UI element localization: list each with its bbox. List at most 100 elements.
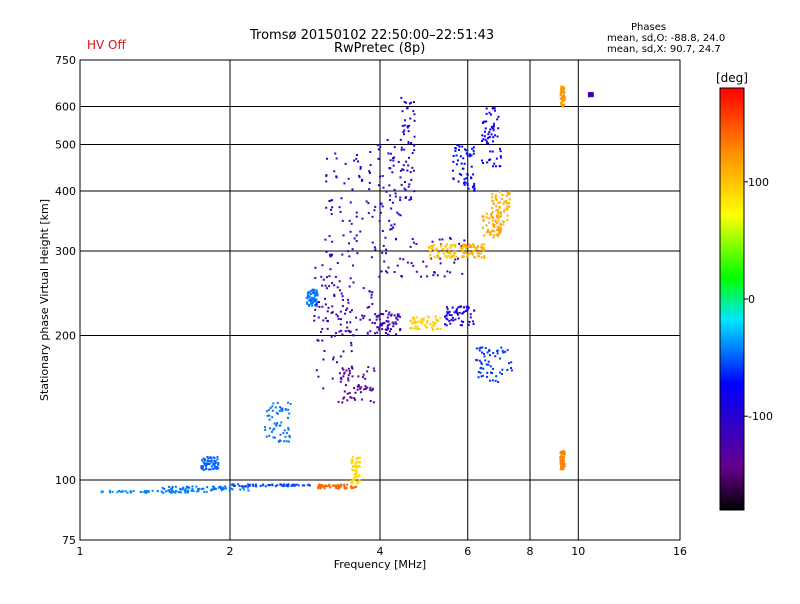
echo-point <box>472 146 475 149</box>
echo-point <box>319 330 322 333</box>
echo-point <box>491 379 494 382</box>
echo-point <box>319 484 322 487</box>
echo-point <box>411 152 414 155</box>
echo-point <box>346 392 349 395</box>
echo-point <box>312 300 315 303</box>
echo-point <box>356 457 359 460</box>
echo-point <box>453 311 456 314</box>
echo-point <box>415 243 418 246</box>
echo-point <box>482 215 485 218</box>
echo-point <box>287 401 290 404</box>
echo-point <box>348 372 351 375</box>
echo-point <box>369 151 372 154</box>
echo-point <box>408 124 411 127</box>
echo-point <box>348 242 351 245</box>
echo-point <box>333 293 336 296</box>
echo-point <box>317 375 320 378</box>
echo-point <box>321 264 324 267</box>
echo-point <box>407 130 410 133</box>
echo-point <box>451 306 454 309</box>
echo-point <box>433 271 436 274</box>
echo-point <box>394 192 397 195</box>
echo-point <box>433 249 436 252</box>
echo-point <box>488 159 491 162</box>
echo-point <box>393 188 396 191</box>
echo-point <box>146 490 149 493</box>
echo-point <box>378 328 381 331</box>
echo-point <box>495 157 498 160</box>
echo-point <box>409 245 412 248</box>
echo-point <box>466 308 469 311</box>
echo-point <box>329 486 332 489</box>
echo-point <box>283 429 286 432</box>
echo-point <box>436 274 439 277</box>
echo-point <box>404 181 407 184</box>
y-tick-label: 400 <box>55 185 76 198</box>
echo-point <box>349 396 352 399</box>
echo-point <box>285 484 288 487</box>
echo-point <box>237 483 240 486</box>
echo-point <box>559 462 562 465</box>
echo-point <box>560 451 563 454</box>
echo-point <box>501 193 504 196</box>
echo-point <box>445 314 448 317</box>
echo-point <box>506 214 509 217</box>
echo-point <box>335 361 338 364</box>
echo-point <box>465 245 468 248</box>
echo-point <box>454 149 457 152</box>
echo-point <box>377 157 380 160</box>
echo-point <box>335 157 338 160</box>
echo-point <box>374 313 377 316</box>
echo-point <box>402 164 405 167</box>
echo-point <box>399 214 402 217</box>
echo-point <box>480 252 483 255</box>
echo-point <box>350 460 353 463</box>
echo-point <box>313 304 316 307</box>
echo-point <box>466 307 469 310</box>
echo-point <box>382 244 385 247</box>
echo-point <box>306 291 309 294</box>
echo-point <box>320 275 323 278</box>
echo-point <box>381 322 384 325</box>
echo-point <box>362 376 365 379</box>
echo-point <box>268 434 271 437</box>
echo-point <box>164 490 167 493</box>
echo-point <box>342 368 345 371</box>
echo-point <box>318 486 321 489</box>
echo-point <box>432 324 435 327</box>
echo-point <box>480 362 483 365</box>
echo-point <box>311 291 314 294</box>
echo-point <box>308 303 311 306</box>
echo-point <box>191 485 194 488</box>
echo-point <box>429 250 432 253</box>
echo-point <box>311 289 314 292</box>
echo-point <box>393 270 396 273</box>
echo-point <box>463 162 466 165</box>
echo-point <box>387 334 390 337</box>
echo-point <box>369 399 372 402</box>
echo-point <box>452 178 455 181</box>
echo-point <box>303 484 306 487</box>
echo-point <box>376 144 379 147</box>
echo-point <box>347 374 350 377</box>
echo-point <box>339 318 342 321</box>
echo-point <box>338 289 341 292</box>
echo-point <box>563 450 566 453</box>
echo-point <box>499 150 502 153</box>
echo-point <box>466 182 469 185</box>
echo-point <box>493 162 496 165</box>
echo-point <box>483 234 486 237</box>
echo-point <box>492 236 495 239</box>
echo-point <box>381 251 384 254</box>
y-tick-label: 600 <box>55 101 76 114</box>
echo-point <box>559 87 562 90</box>
echo-point <box>311 304 314 307</box>
echo-point <box>434 315 437 318</box>
echo-point <box>210 459 213 462</box>
echo-point <box>322 358 325 361</box>
echo-point <box>310 296 313 299</box>
echo-point <box>410 262 413 265</box>
echo-point <box>265 410 268 413</box>
echo-point <box>349 310 352 313</box>
echo-point <box>562 86 565 89</box>
